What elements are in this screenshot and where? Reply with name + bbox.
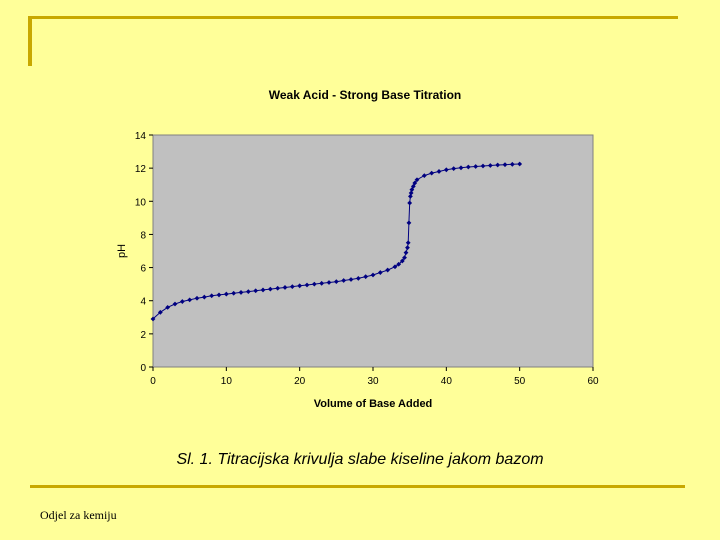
data-point bbox=[150, 316, 156, 322]
data-point bbox=[495, 162, 501, 168]
data-point bbox=[370, 272, 376, 278]
data-point bbox=[319, 280, 325, 286]
data-point bbox=[326, 280, 332, 285]
data-point bbox=[377, 270, 383, 275]
x-tick-label: 40 bbox=[441, 376, 453, 387]
y-axis-label: pH bbox=[116, 244, 128, 258]
data-point bbox=[480, 163, 486, 169]
data-point bbox=[165, 304, 171, 310]
y-tick-label: 6 bbox=[140, 264, 146, 275]
data-point bbox=[223, 291, 229, 297]
x-axis-label: Volume of Base Added bbox=[314, 398, 433, 410]
decorative-left-rule bbox=[28, 16, 32, 66]
data-point bbox=[304, 282, 310, 288]
y-tick-label: 12 bbox=[135, 164, 147, 175]
data-point bbox=[405, 245, 410, 251]
data-point bbox=[201, 294, 207, 300]
data-point bbox=[509, 161, 515, 167]
footer-text: Odjel za kemiju bbox=[40, 508, 117, 522]
data-point bbox=[517, 161, 523, 167]
decorative-bottom-rule bbox=[30, 485, 685, 488]
data-point bbox=[399, 258, 405, 264]
data-point bbox=[172, 301, 178, 307]
data-point bbox=[363, 274, 369, 280]
data-point bbox=[216, 292, 222, 298]
data-point bbox=[209, 293, 215, 299]
x-tick-label: 10 bbox=[221, 376, 233, 387]
data-point bbox=[187, 297, 193, 303]
data-point bbox=[260, 287, 266, 293]
y-tick-label: 2 bbox=[140, 330, 146, 341]
data-point bbox=[443, 167, 449, 173]
data-point bbox=[502, 162, 508, 168]
data-point bbox=[245, 289, 251, 294]
data-point bbox=[458, 165, 464, 171]
data-point bbox=[465, 164, 471, 170]
x-tick-label: 30 bbox=[367, 376, 379, 387]
y-tick-label: 0 bbox=[140, 363, 146, 374]
data-point bbox=[179, 299, 185, 304]
x-tick-label: 50 bbox=[514, 376, 526, 387]
x-axis: 0 10 20 30 40 50 60 bbox=[150, 367, 599, 387]
data-point bbox=[451, 166, 457, 172]
data-point bbox=[407, 200, 413, 206]
data-point bbox=[275, 285, 281, 291]
data-point bbox=[414, 177, 420, 183]
data-point bbox=[408, 193, 413, 199]
chart-title: Weak Acid - Strong Base Titration bbox=[268, 88, 462, 102]
data-point bbox=[267, 286, 273, 292]
data-point bbox=[396, 261, 402, 267]
data-point bbox=[157, 309, 163, 315]
y-axis: 0 2 4 6 8 10 12 14 bbox=[135, 131, 153, 374]
data-point bbox=[408, 190, 414, 196]
x-tick-label: 20 bbox=[294, 376, 306, 387]
data-point bbox=[421, 173, 427, 178]
data-point bbox=[297, 283, 303, 289]
plot-area bbox=[152, 134, 594, 368]
data-point bbox=[333, 279, 339, 285]
data-point bbox=[311, 281, 317, 287]
data-point bbox=[253, 288, 259, 294]
data-point bbox=[487, 163, 493, 168]
figure-caption: Sl. 1. Titracijska krivulja slabe kiseli… bbox=[176, 451, 544, 468]
y-tick-label: 14 bbox=[135, 131, 147, 142]
y-tick-label: 8 bbox=[140, 230, 146, 241]
y-tick-label: 4 bbox=[140, 297, 146, 308]
chart-svg: 0 2 4 6 8 10 12 14 0 10 20 30 40 50 60 Volume of Base… bbox=[116, 131, 599, 410]
data-point bbox=[341, 278, 347, 283]
data-point bbox=[473, 164, 479, 169]
data-point bbox=[406, 220, 412, 226]
data-point bbox=[412, 180, 418, 186]
data-point bbox=[402, 255, 407, 261]
data-point bbox=[436, 169, 442, 174]
data-point bbox=[405, 240, 411, 246]
data-point bbox=[403, 250, 409, 256]
x-tick-label: 60 bbox=[587, 376, 599, 387]
data-point bbox=[238, 290, 244, 295]
decorative-top-rule bbox=[30, 16, 678, 19]
data-point bbox=[355, 275, 361, 281]
data-point bbox=[231, 290, 237, 296]
data-point bbox=[392, 264, 398, 270]
x-tick-label: 0 bbox=[150, 376, 156, 387]
chart: Weak Acid - Strong Base Titration 0 2 4 6 8 1… bbox=[100, 80, 620, 415]
data-point bbox=[429, 170, 435, 176]
data-point bbox=[194, 295, 200, 301]
data-point bbox=[289, 284, 295, 290]
y-tick-label: 10 bbox=[135, 197, 147, 208]
data-point bbox=[385, 267, 391, 273]
